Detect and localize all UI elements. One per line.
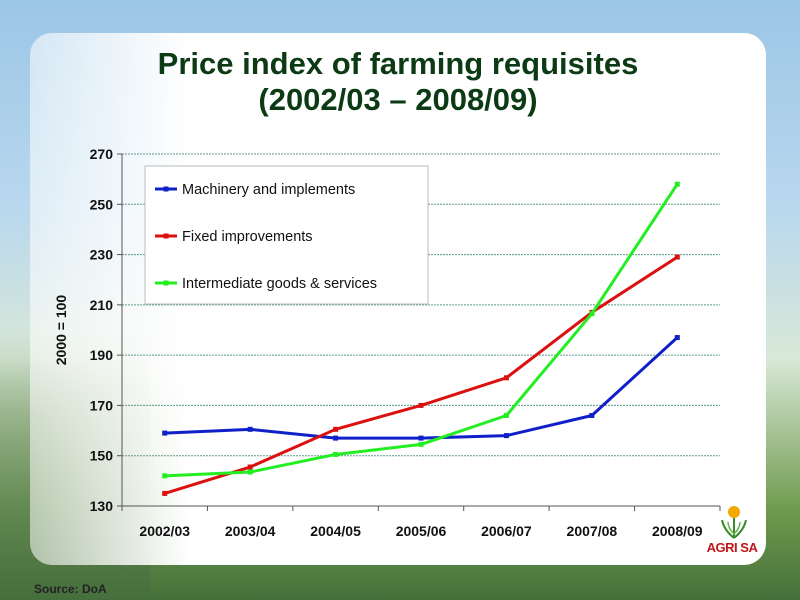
data-point [503, 375, 509, 381]
y-tick-label: 250 [90, 196, 114, 212]
x-tick-label: 2004/05 [310, 523, 361, 539]
data-point [674, 254, 680, 260]
data-point [503, 412, 509, 418]
data-point [418, 441, 424, 447]
y-tick-label: 210 [90, 297, 114, 313]
legend-marker [163, 280, 169, 286]
y-axis-label: 2000 = 100 [53, 295, 69, 366]
y-tick-label: 230 [90, 247, 114, 263]
chart-subtitle: (2002/03 – 2008/09) [258, 82, 538, 117]
legend-label: Fixed improvements [182, 229, 313, 245]
data-point [333, 451, 339, 457]
y-tick-label: 270 [90, 146, 114, 162]
legend-box [144, 165, 429, 305]
x-tick-label: 2008/09 [652, 523, 703, 539]
data-point [674, 335, 680, 341]
chart-title: Price index of farming requisites [157, 46, 639, 81]
data-point [418, 402, 424, 408]
data-point [333, 426, 339, 432]
source-note: Source: DoA [34, 582, 107, 596]
data-point [503, 433, 509, 439]
x-tick-label: 2007/08 [567, 523, 618, 539]
data-point [674, 181, 680, 187]
data-point [247, 464, 253, 470]
x-tick-label: 2003/04 [225, 523, 276, 539]
data-point [162, 490, 168, 496]
y-tick-label: 170 [90, 397, 114, 413]
data-point [162, 430, 168, 436]
data-point [247, 426, 253, 432]
y-tick-label: 150 [90, 448, 114, 464]
data-point [333, 435, 339, 441]
x-tick-label: 2002/03 [139, 523, 190, 539]
data-point [589, 311, 595, 317]
data-point [247, 469, 253, 475]
series-line [164, 336, 679, 440]
legend-label: Intermediate goods & services [182, 276, 377, 292]
x-tick-label: 2005/06 [396, 523, 447, 539]
legend-marker [163, 233, 169, 239]
legend-marker [163, 186, 169, 192]
data-point [418, 435, 424, 441]
data-point [589, 412, 595, 418]
y-tick-label: 130 [90, 498, 114, 514]
y-tick-label: 190 [90, 347, 114, 363]
data-point [162, 473, 168, 479]
x-tick-label: 2006/07 [481, 523, 532, 539]
logo-text: AGRI SA [706, 540, 758, 555]
legend-label: Machinery and implements [182, 182, 355, 198]
wheat-icon [721, 506, 747, 539]
agrisa-logo: AGRI SA [702, 504, 762, 566]
